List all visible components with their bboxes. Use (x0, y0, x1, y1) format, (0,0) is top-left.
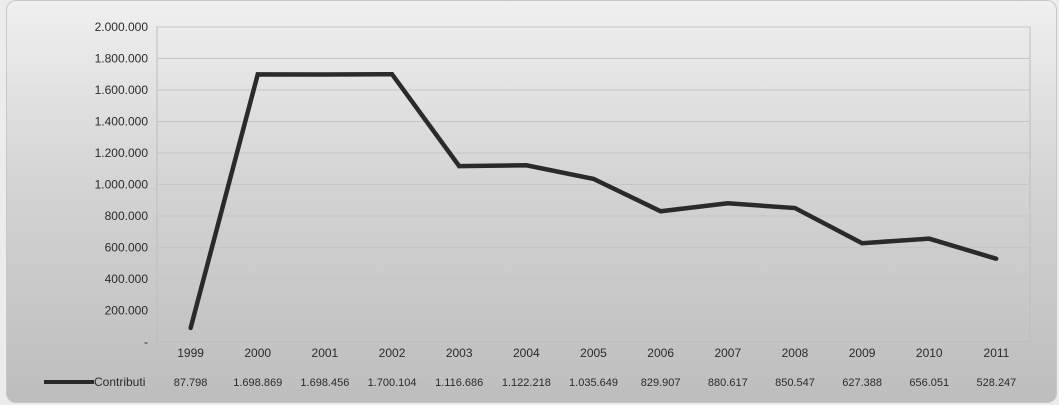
value-label: 627.388 (842, 377, 882, 389)
data-point (725, 201, 730, 206)
series-layer (188, 71, 999, 331)
value-label: 880.617 (708, 377, 748, 389)
x-tick-label: 2008 (782, 346, 809, 360)
data-point (188, 326, 193, 331)
y-tick-label: 200.000 (105, 304, 149, 318)
value-label: 1.035.649 (569, 377, 618, 389)
y-tick-label: - (144, 335, 148, 349)
x-tick-label: 2010 (916, 346, 943, 360)
y-axis-ticks: - 200.000 400.000 600.000 800.000 1.000.000 1.… (95, 20, 149, 349)
data-point (322, 72, 327, 77)
value-label: 1.700.104 (368, 377, 417, 389)
data-point (860, 241, 865, 246)
value-label: 1.122.218 (502, 377, 551, 389)
data-point (927, 236, 932, 241)
chart-frame (6, 0, 1057, 403)
value-label: 829.907 (641, 377, 681, 389)
data-point (792, 206, 797, 211)
y-tick-label: 1.400.000 (95, 115, 149, 129)
data-point (994, 256, 999, 261)
value-label: 87.798 (174, 377, 208, 389)
x-tick-label: 2003 (446, 346, 473, 360)
x-axis-ticks: 1999 2000 2001 2002 2003 2004 2005 2006 2007 2008… (177, 346, 1009, 360)
x-tick-label: 2007 (714, 346, 741, 360)
value-label: 1.116.686 (435, 377, 483, 389)
value-label: 528.247 (977, 377, 1017, 389)
data-point (390, 72, 395, 77)
value-label: 656.051 (909, 377, 949, 389)
x-tick-label: 2011 (984, 346, 1010, 360)
data-table-values: 87.798 1.698.869 1.698.456 1.700.104 1.116.6… (174, 377, 1017, 389)
y-tick-label: 1.800.000 (95, 52, 149, 66)
value-label: 850.547 (775, 377, 815, 389)
y-tick-label: 2.000.000 (95, 20, 149, 34)
x-tick-label: 2006 (647, 346, 674, 360)
y-tick-label: 600.000 (105, 241, 149, 255)
y-tick-label: 1.000.000 (95, 178, 149, 192)
legend-label-contributi: Contributi (94, 375, 145, 389)
gridlines (156, 26, 1031, 343)
x-tick-label: 2002 (379, 346, 406, 360)
value-label: 1.698.456 (300, 377, 349, 389)
x-tick-label: 2005 (580, 346, 607, 360)
x-tick-label: 2001 (312, 346, 339, 360)
data-point (457, 164, 462, 169)
x-tick-label: 2000 (244, 346, 271, 360)
y-tick-label: 800.000 (105, 209, 149, 223)
series-line-contributi (188, 71, 998, 329)
data-point (591, 176, 596, 181)
data-point (658, 209, 663, 214)
x-tick-label: 1999 (177, 346, 204, 360)
value-label: 1.698.869 (233, 377, 282, 389)
y-tick-label: 1.200.000 (95, 146, 149, 160)
x-tick-label: 2009 (849, 346, 876, 360)
x-tick-label: 2004 (513, 346, 540, 360)
data-point (524, 163, 529, 168)
y-tick-label: 400.000 (105, 272, 149, 286)
legend: Contributi (44, 375, 145, 389)
y-tick-label: 1.600.000 (95, 83, 149, 97)
data-point (255, 72, 260, 77)
